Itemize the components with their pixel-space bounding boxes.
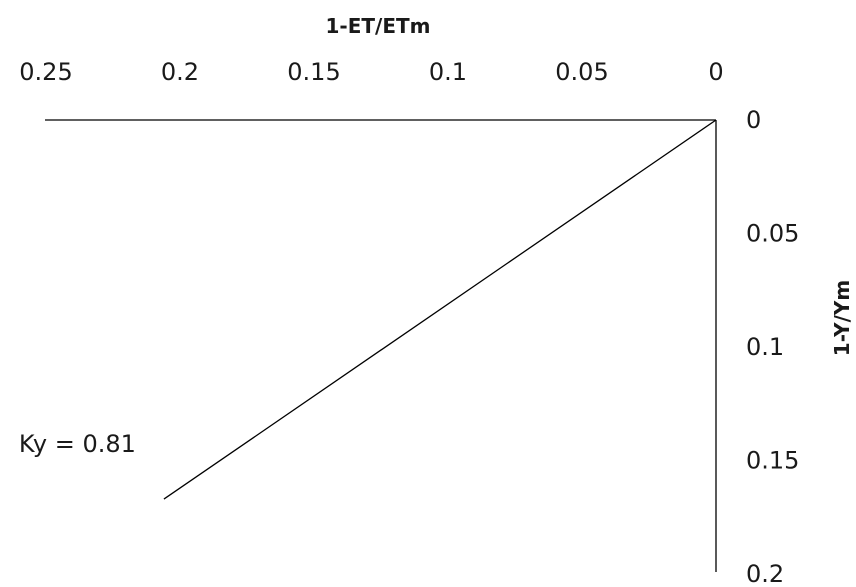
x-tick-label: 0.15 xyxy=(287,58,340,86)
x-tick-label: 0.25 xyxy=(19,58,72,86)
y-tick-label: 0.05 xyxy=(746,220,799,248)
y-axis-title: 1-Y/Ym xyxy=(830,280,854,356)
x-axis-title: 1-ET/ETm xyxy=(326,14,431,38)
x-tick-labels: 0.25 0.2 0.15 0.1 0.05 0 xyxy=(19,58,723,86)
x-tick-label: 0 xyxy=(708,58,723,86)
slope-annotation: Ky = 0.81 xyxy=(19,430,136,458)
y-tick-label: 0 xyxy=(746,106,761,134)
y-tick-labels: 0 0.05 0.1 0.15 0.2 xyxy=(746,106,799,587)
x-tick-label: 0.2 xyxy=(161,58,199,86)
x-tick-label: 0.1 xyxy=(429,58,467,86)
series-line xyxy=(163,119,717,500)
y-axis-title-group: 1-Y/Ym xyxy=(830,280,854,356)
annotation-layer: Ky = 0.81 xyxy=(19,430,136,458)
y-tick-label: 0.1 xyxy=(746,333,784,361)
x-tick-label: 0.05 xyxy=(555,58,608,86)
series-layer xyxy=(163,119,717,500)
y-tick-label: 0.2 xyxy=(746,560,784,587)
y-tick-label: 0.15 xyxy=(746,447,799,475)
